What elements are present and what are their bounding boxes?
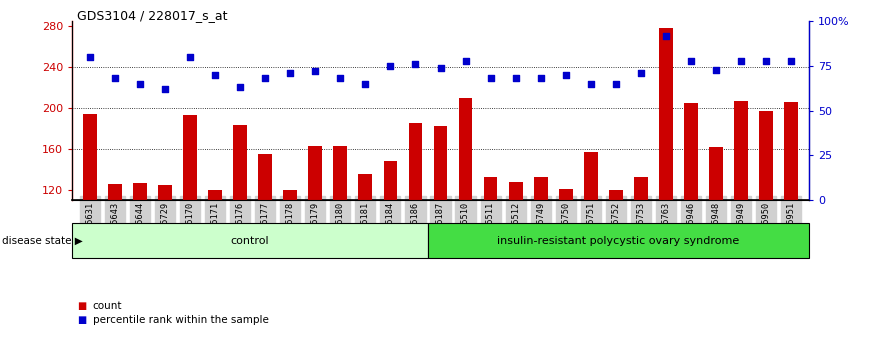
Bar bbox=[659, 28, 673, 200]
Point bbox=[484, 76, 498, 81]
Point bbox=[333, 76, 347, 81]
Point bbox=[383, 63, 397, 69]
Point bbox=[258, 76, 272, 81]
Point bbox=[559, 72, 573, 78]
Point bbox=[409, 61, 423, 67]
Point bbox=[107, 76, 122, 81]
Bar bbox=[383, 161, 397, 200]
Bar bbox=[233, 125, 247, 200]
Text: ■: ■ bbox=[77, 301, 85, 311]
Text: insulin-resistant polycystic ovary syndrome: insulin-resistant polycystic ovary syndr… bbox=[497, 236, 739, 246]
Point bbox=[659, 33, 673, 38]
Point bbox=[734, 58, 748, 63]
Point bbox=[283, 70, 297, 76]
Bar bbox=[208, 190, 222, 200]
Text: ■: ■ bbox=[77, 315, 85, 325]
Bar bbox=[183, 115, 196, 200]
Bar bbox=[359, 175, 373, 200]
Bar bbox=[559, 189, 573, 200]
Bar bbox=[685, 103, 698, 200]
Text: disease state ▶: disease state ▶ bbox=[2, 236, 83, 246]
Point bbox=[208, 72, 222, 78]
Bar bbox=[609, 190, 623, 200]
Bar bbox=[83, 114, 97, 200]
Bar bbox=[333, 146, 347, 200]
Point bbox=[784, 58, 798, 63]
Bar bbox=[709, 147, 723, 200]
Bar bbox=[428, 223, 809, 258]
Point bbox=[584, 81, 598, 87]
Point bbox=[359, 81, 373, 87]
Bar bbox=[133, 183, 147, 200]
Bar bbox=[784, 102, 798, 200]
Point bbox=[759, 58, 774, 63]
Bar bbox=[72, 223, 428, 258]
Bar bbox=[433, 126, 448, 200]
Bar bbox=[258, 154, 272, 200]
Point bbox=[534, 76, 548, 81]
Bar bbox=[158, 185, 172, 200]
Point bbox=[183, 54, 197, 60]
Point bbox=[158, 86, 172, 92]
Text: percentile rank within the sample: percentile rank within the sample bbox=[93, 315, 269, 325]
Point bbox=[709, 67, 723, 72]
Point bbox=[633, 70, 648, 76]
Text: count: count bbox=[93, 301, 122, 311]
Point bbox=[433, 65, 448, 70]
Bar bbox=[459, 98, 472, 200]
Bar bbox=[759, 111, 773, 200]
Text: control: control bbox=[231, 236, 270, 246]
Point bbox=[233, 85, 248, 90]
Bar bbox=[634, 177, 648, 200]
Point bbox=[609, 81, 623, 87]
Point bbox=[83, 54, 97, 60]
Point bbox=[458, 58, 472, 63]
Bar bbox=[584, 152, 597, 200]
Text: GDS3104 / 228017_s_at: GDS3104 / 228017_s_at bbox=[77, 9, 227, 22]
Bar bbox=[409, 124, 422, 200]
Bar bbox=[484, 177, 498, 200]
Bar bbox=[284, 190, 297, 200]
Point bbox=[684, 58, 698, 63]
Bar bbox=[534, 177, 548, 200]
Bar bbox=[108, 184, 122, 200]
Point bbox=[133, 81, 147, 87]
Bar bbox=[308, 146, 322, 200]
Point bbox=[308, 68, 322, 74]
Bar bbox=[508, 182, 522, 200]
Point bbox=[508, 76, 522, 81]
Bar bbox=[734, 101, 748, 200]
